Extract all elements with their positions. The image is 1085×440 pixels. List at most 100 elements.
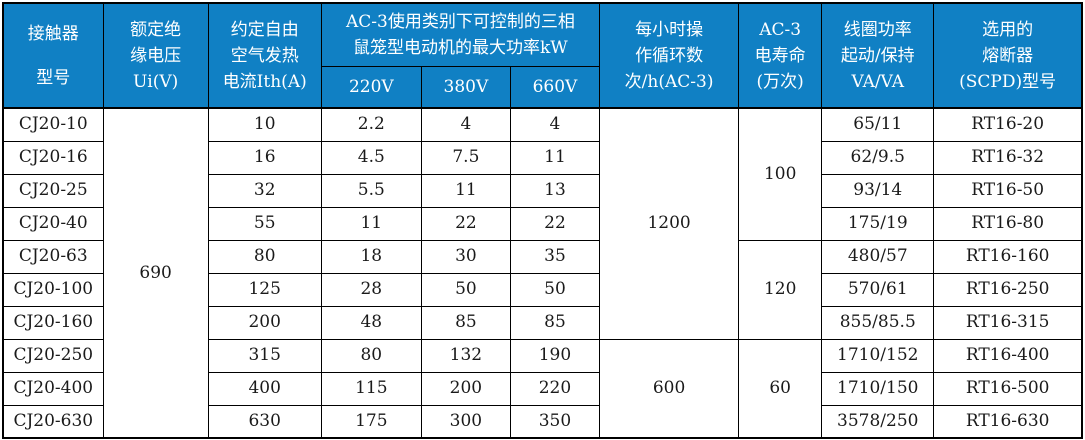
cell-kw220: 5.5 [320,173,422,208]
table-row: CJ20-40 55 11 22 22 175/19 RT16-80 [2,206,1083,241]
cell-ith: 55 [207,206,322,241]
table-row: CJ20-160 200 48 85 85 855/85.5 RT16-315 [2,305,1083,340]
cell-fuse: RT16-400 [933,338,1083,373]
header-life: AC-3 电寿命 (万次) [738,2,823,109]
cell-kw220: 175 [320,404,422,439]
cell-cycles: 1200 [599,107,740,340]
cell-coil: 3578/250 [821,404,935,439]
header-ui: 额定绝 缘电压 Ui(V) [102,2,209,109]
header-kw-380v: 380V [420,65,511,109]
cell-ui: 690 [102,107,209,439]
cell-coil: 480/57 [821,239,935,274]
cell-fuse: RT16-500 [933,371,1083,406]
cell-fuse: RT16-250 [933,272,1083,307]
cell-ith: 400 [207,371,322,406]
cell-kw380: 22 [420,206,511,241]
table-row: CJ20-400 400 115 200 220 1710/150 RT16-5… [2,371,1083,406]
cell-coil: 1710/152 [821,338,935,373]
cell-kw380: 30 [420,239,511,274]
cell-ith: 125 [207,272,322,307]
table-row: CJ20-100 125 28 50 50 570/61 RT16-250 [2,272,1083,307]
cell-ith: 80 [207,239,322,274]
cell-kw380: 4 [420,107,511,142]
cell-kw380: 50 [420,272,511,307]
header-row-sub: 220V 380V 660V [3,65,1082,109]
cell-kw220: 80 [320,338,422,373]
cell-model: CJ20-63 [2,239,104,274]
table-header: 接触器 型号 额定绝 缘电压 Ui(V) 约定自由 空气发热 电流Ith(A) … [2,2,1083,109]
cell-life: 100 [738,107,823,241]
header-ith: 约定自由 空气发热 电流Ith(A) [207,2,322,109]
cell-kw220: 48 [320,305,422,340]
cell-model: CJ20-250 [2,338,104,373]
header-fuse: 选用的 熔断器 (SCPD)型号 [933,2,1083,109]
cell-kw220: 28 [320,272,422,307]
cell-coil: 93/14 [821,173,935,208]
header-model: 接触器 型号 [2,2,104,109]
cell-coil: 175/19 [821,206,935,241]
cell-ith: 630 [207,404,322,439]
cell-ith: 32 [207,173,322,208]
cell-model: CJ20-40 [2,206,104,241]
header-cycles: 每小时操 作循环数 次/h(AC-3) [599,2,740,109]
cell-coil: 65/11 [821,107,935,142]
cell-kw380: 11 [420,173,511,208]
cell-ith: 200 [207,305,322,340]
header-kw-group: AC-3使用类别下可控制的三相 鼠笼型电动机的最大功率kW [320,2,601,67]
cell-kw380: 200 [420,371,511,406]
table-row: CJ20-250 315 80 132 190 600 60 1710/152 … [2,338,1083,439]
cell-fuse: RT16-160 [933,239,1083,274]
cell-fuse: RT16-50 [933,173,1083,208]
table-row: CJ20-10 690 10 2.2 4 4 1200 100 65/11 RT… [2,107,1083,439]
cell-model: CJ20-400 [2,371,104,406]
cell-ith: 16 [207,140,322,175]
cell-fuse: RT16-80 [933,206,1083,241]
cell-kw660: 22 [509,206,601,241]
cell-kw660: 190 [509,338,601,373]
table-row: CJ20-630 630 175 300 350 3578/250 RT16-6… [2,404,1083,439]
cell-fuse: RT16-32 [933,140,1083,175]
cell-model: CJ20-25 [2,173,104,208]
cell-kw380: 7.5 [420,140,511,175]
cell-coil: 570/61 [821,272,935,307]
cell-kw380: 132 [420,338,511,373]
cell-kw660: 85 [509,305,601,340]
cell-kw220: 115 [320,371,422,406]
cell-kw220: 11 [320,206,422,241]
table-row: CJ20-63 80 18 30 35 120 480/57 RT16-160 [2,239,1083,340]
cell-life: 60 [738,338,823,439]
header-row-top: 接触器 型号 额定绝 缘电压 Ui(V) 约定自由 空气发热 电流Ith(A) … [2,2,1083,109]
cell-model: CJ20-100 [2,272,104,307]
cell-model: CJ20-160 [2,305,104,340]
table-row: CJ20-16 16 4.5 7.5 11 62/9.5 RT16-32 [2,140,1083,175]
cell-ith: 315 [207,338,322,373]
cell-kw660: 350 [509,404,601,439]
cell-kw660: 4 [509,107,601,142]
cell-fuse: RT16-630 [933,404,1083,439]
cell-ith: 10 [207,107,322,142]
cell-kw220: 4.5 [320,140,422,175]
cell-kw380: 300 [420,404,511,439]
cell-model: CJ20-10 [2,107,104,142]
cell-fuse: RT16-315 [933,305,1083,340]
cell-kw660: 220 [509,371,601,406]
cell-kw660: 13 [509,173,601,208]
cell-model: CJ20-16 [2,140,104,175]
cell-kw220: 18 [320,239,422,274]
header-coil: 线圈功率 起动/保持 VA/VA [821,2,935,109]
table-body: CJ20-10 690 10 2.2 4 4 1200 100 65/11 RT… [2,107,1083,439]
cell-kw660: 11 [509,140,601,175]
cell-kw660: 35 [509,239,601,274]
cell-life: 120 [738,239,823,340]
cell-kw220: 2.2 [320,107,422,142]
cell-coil: 62/9.5 [821,140,935,175]
cell-fuse: RT16-20 [933,107,1083,142]
cell-model: CJ20-630 [2,404,104,439]
cell-coil: 1710/150 [821,371,935,406]
header-kw-220v: 220V [320,65,422,109]
cell-cycles: 600 [599,338,740,439]
cell-coil: 855/85.5 [821,305,935,340]
cell-kw660: 50 [509,272,601,307]
